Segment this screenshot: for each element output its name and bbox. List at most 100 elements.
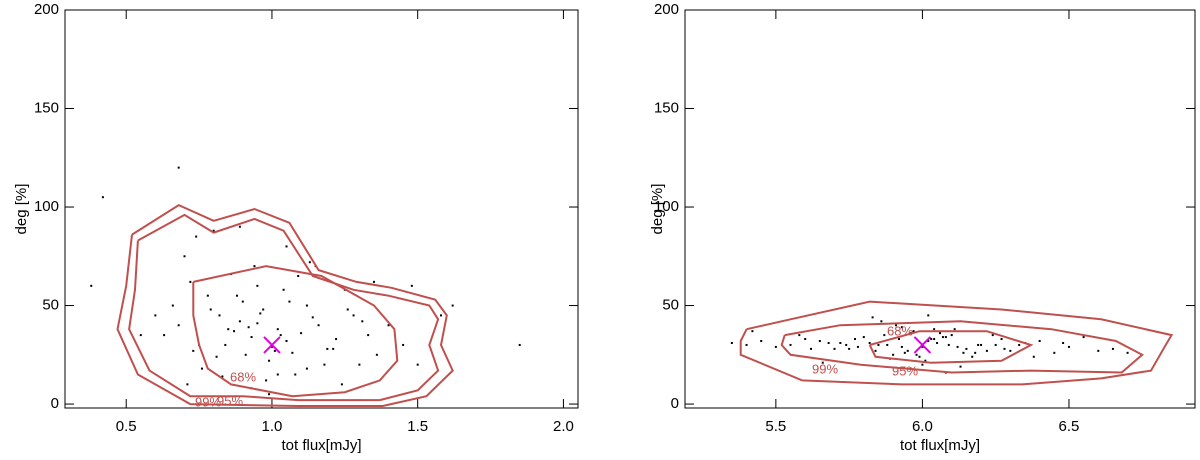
contour <box>868 330 1034 364</box>
data-point <box>276 328 279 331</box>
data-point <box>892 353 895 356</box>
data-point <box>273 349 276 352</box>
data-point <box>305 304 308 307</box>
data-point <box>209 308 212 311</box>
data-point <box>1003 347 1006 350</box>
data-point <box>927 314 930 317</box>
data-point <box>177 166 180 169</box>
data-point <box>177 324 180 327</box>
data-point <box>868 341 871 344</box>
data-point <box>774 345 777 348</box>
data-point <box>288 300 291 303</box>
data-point <box>760 340 763 343</box>
y-tick-label: 150 <box>34 99 59 116</box>
data-point <box>1000 338 1003 341</box>
data-point <box>297 274 300 277</box>
data-point <box>956 345 959 348</box>
data-point <box>200 367 203 370</box>
data-point <box>845 343 848 346</box>
data-point <box>915 353 918 356</box>
data-point <box>804 338 807 341</box>
data-point <box>215 355 218 358</box>
y-axis-label: deg [%] <box>649 184 666 235</box>
data-point <box>965 347 968 350</box>
data-point <box>874 349 877 352</box>
data-point <box>372 280 375 283</box>
contour <box>128 213 440 402</box>
y-tick-label: 100 <box>654 198 679 215</box>
data-point <box>903 351 906 354</box>
data-point <box>361 320 364 323</box>
data-point <box>953 328 956 331</box>
data-point <box>751 330 754 333</box>
data-point <box>279 334 282 337</box>
data-point <box>912 330 915 333</box>
data-point <box>1097 349 1100 352</box>
data-point <box>991 334 994 337</box>
data-point <box>862 336 865 339</box>
data-point <box>974 351 977 354</box>
data-point <box>980 343 983 346</box>
contour-label: 95% <box>892 363 918 378</box>
data-point <box>798 334 801 337</box>
data-point <box>959 365 962 368</box>
y-axis-label: deg [%] <box>13 184 30 235</box>
data-point <box>1018 343 1021 346</box>
data-point <box>224 343 227 346</box>
data-point <box>268 359 271 362</box>
data-point <box>900 345 903 348</box>
data-point <box>950 334 953 337</box>
contour-label: 99% <box>812 361 838 376</box>
data-point <box>300 332 303 335</box>
data-point <box>971 355 974 358</box>
data-point <box>375 353 378 356</box>
data-point <box>233 330 236 333</box>
data-point <box>244 353 247 356</box>
data-point <box>259 312 262 315</box>
data-point <box>308 261 311 264</box>
data-point <box>218 314 221 317</box>
data-point <box>440 314 443 317</box>
data-point <box>900 326 903 329</box>
data-point <box>367 334 370 337</box>
data-point <box>1053 351 1056 354</box>
data-point <box>1062 341 1065 344</box>
x-tick-label: 6.0 <box>912 418 933 435</box>
data-point <box>326 347 329 350</box>
data-point <box>250 336 253 339</box>
data-point <box>256 284 259 287</box>
data-point <box>227 328 230 331</box>
x-tick-label: 5.5 <box>765 418 786 435</box>
data-point <box>256 322 259 325</box>
best-fit-marker <box>913 336 932 354</box>
data-point <box>839 341 842 344</box>
x-axis-label: tot flux[mJy] <box>900 437 980 454</box>
data-point <box>1032 355 1035 358</box>
y-tick-label: 150 <box>654 99 679 116</box>
data-point <box>238 320 241 323</box>
data-point <box>186 383 189 386</box>
data-point <box>985 349 988 352</box>
data-point <box>871 316 874 319</box>
data-point <box>352 314 355 317</box>
x-tick-label: 1.0 <box>262 418 283 435</box>
contour <box>739 300 1174 386</box>
data-point <box>1126 351 1129 354</box>
contour <box>780 320 1144 374</box>
data-point <box>305 367 308 370</box>
y-tick-label: 100 <box>34 198 59 215</box>
data-point <box>921 345 924 348</box>
data-point <box>323 363 326 366</box>
data-point <box>154 314 157 317</box>
data-point <box>358 363 361 366</box>
y-tick-label: 200 <box>34 1 59 18</box>
data-point <box>262 308 265 311</box>
data-point <box>854 338 856 341</box>
data-point <box>933 338 936 341</box>
data-point <box>163 334 166 337</box>
x-tick-label: 2.0 <box>553 418 574 435</box>
data-point <box>282 288 285 291</box>
data-point <box>924 359 927 362</box>
